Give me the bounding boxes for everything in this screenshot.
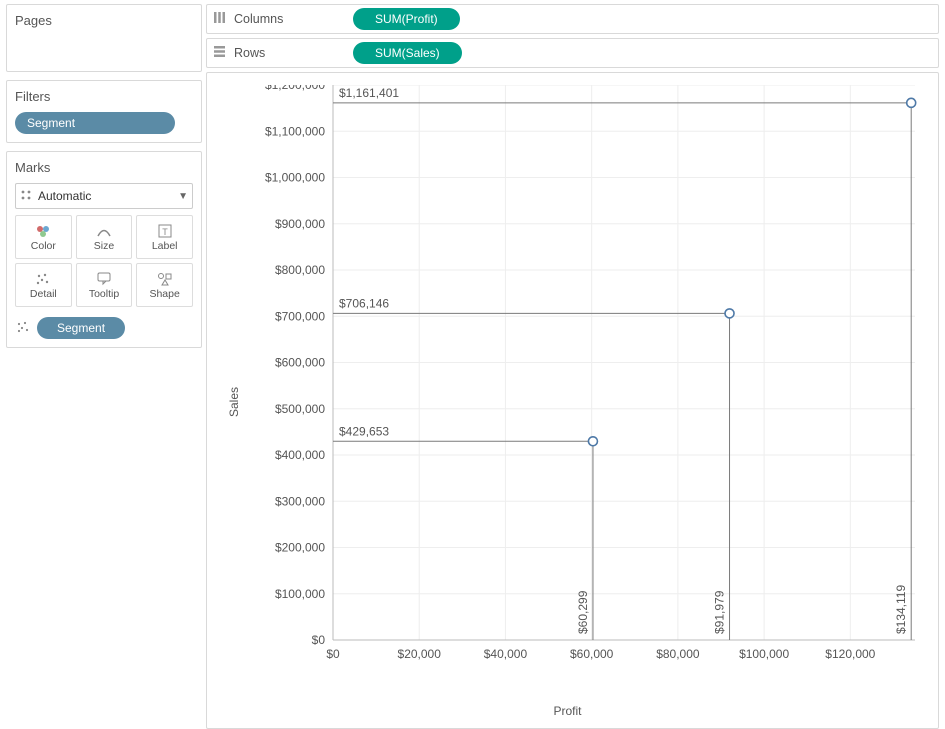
svg-text:$120,000: $120,000 (825, 647, 875, 661)
svg-text:$706,146: $706,146 (339, 296, 389, 310)
marks-title: Marks (15, 160, 193, 175)
detail-pill-segment[interactable]: Segment (37, 317, 125, 339)
svg-text:$400,000: $400,000 (275, 448, 325, 462)
x-axis-title: Profit (553, 704, 581, 718)
svg-text:$1,100,000: $1,100,000 (265, 124, 325, 138)
svg-text:$500,000: $500,000 (275, 402, 325, 416)
svg-text:$429,653: $429,653 (339, 424, 389, 438)
rows-label: Rows (234, 46, 265, 60)
filters-card: Filters Segment (6, 80, 202, 143)
marks-card: Marks Automatic ▼ Color Size (6, 151, 202, 348)
svg-text:$134,119: $134,119 (894, 585, 908, 634)
detail-icon (15, 320, 31, 337)
data-point[interactable] (588, 437, 597, 446)
svg-text:$900,000: $900,000 (275, 217, 325, 231)
tooltip-icon (95, 271, 113, 287)
svg-text:$80,000: $80,000 (656, 647, 700, 661)
svg-text:$800,000: $800,000 (275, 263, 325, 277)
scatter-plot: $0 $100,000 $200,000 $300,000 $400,000 $500,0… (215, 85, 931, 693)
svg-text:$300,000: $300,000 (275, 494, 325, 508)
svg-text:$91,979: $91,979 (713, 590, 727, 634)
svg-text:$200,000: $200,000 (275, 541, 325, 555)
detail-icon (34, 271, 52, 287)
rows-icon (213, 45, 226, 61)
svg-text:$1,000,000: $1,000,000 (265, 171, 325, 185)
filter-pill-segment[interactable]: Segment (15, 112, 175, 134)
svg-text:$0: $0 (312, 633, 326, 647)
label-icon: T (156, 223, 174, 239)
mark-label: Label (152, 241, 178, 252)
svg-text:$1,200,000: $1,200,000 (265, 85, 325, 92)
svg-text:$60,299: $60,299 (576, 590, 590, 634)
svg-text:$20,000: $20,000 (398, 647, 442, 661)
mark-label: Color (31, 241, 56, 252)
mark-size-button[interactable]: Size (76, 215, 133, 259)
svg-text:$40,000: $40,000 (484, 647, 528, 661)
filters-title: Filters (15, 89, 193, 104)
svg-text:T: T (162, 227, 168, 237)
svg-text:$600,000: $600,000 (275, 356, 325, 370)
mark-label-button[interactable]: T Label (136, 215, 193, 259)
columns-pill[interactable]: SUM(Profit) (353, 8, 460, 30)
svg-text:$1,161,401: $1,161,401 (339, 86, 399, 100)
marks-type-select[interactable]: Automatic ▼ (15, 183, 193, 209)
marks-select-label: Automatic (38, 189, 91, 203)
mark-label: Shape (149, 289, 179, 300)
svg-text:$700,000: $700,000 (275, 309, 325, 323)
pages-card: Pages (6, 4, 202, 72)
svg-text:$100,000: $100,000 (739, 647, 789, 661)
mark-label: Detail (30, 289, 57, 300)
mark-color-button[interactable]: Color (15, 215, 72, 259)
mark-label: Tooltip (89, 289, 119, 300)
mark-tooltip-button[interactable]: Tooltip (76, 263, 133, 307)
svg-text:$0: $0 (326, 647, 340, 661)
rows-shelf[interactable]: Rows SUM(Sales) (206, 38, 939, 68)
columns-shelf[interactable]: Columns SUM(Profit) (206, 4, 939, 34)
columns-icon (213, 11, 226, 27)
pages-title: Pages (15, 13, 193, 28)
columns-label: Columns (234, 12, 283, 26)
data-point[interactable] (725, 309, 734, 318)
color-icon (34, 223, 52, 239)
svg-text:$60,000: $60,000 (570, 647, 614, 661)
svg-text:$100,000: $100,000 (275, 587, 325, 601)
mark-shape-button[interactable]: Shape (136, 263, 193, 307)
shape-auto-icon (20, 189, 32, 204)
mark-detail-button[interactable]: Detail (15, 263, 72, 307)
chevron-down-icon: ▼ (178, 191, 188, 202)
size-icon (95, 223, 113, 239)
shape-icon (156, 271, 174, 287)
mark-label: Size (94, 241, 114, 252)
data-point[interactable] (907, 98, 916, 107)
rows-pill[interactable]: SUM(Sales) (353, 42, 462, 64)
viz-area: Sales Profit $0$100,000$200,000$300,000$… (206, 72, 939, 729)
